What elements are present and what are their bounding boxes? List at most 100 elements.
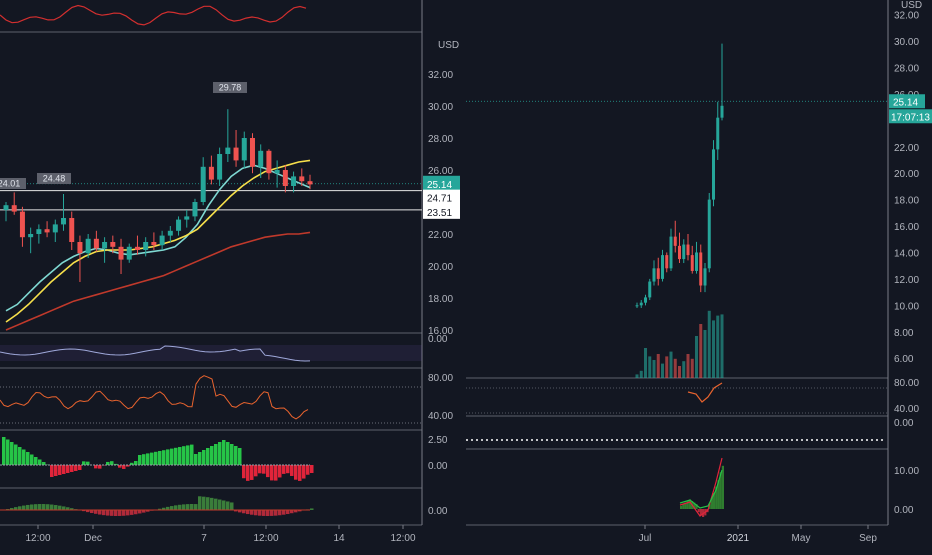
right-current-price-badge: 25.14	[893, 97, 918, 108]
right-candle-body	[661, 255, 664, 279]
right-price-tick: 22.00	[894, 143, 919, 154]
right-price-tick: 8.00	[894, 328, 914, 339]
candle-body	[201, 167, 206, 202]
left-level2-badge: 23.51	[427, 208, 452, 219]
candle-body	[143, 242, 148, 250]
bottom-hist-bar	[266, 510, 270, 516]
bottom-hist-bar	[278, 510, 282, 515]
right-macd-bar	[722, 466, 724, 509]
mid-price-label: 24.48	[43, 174, 66, 184]
candle-body	[151, 242, 156, 245]
macd-bar	[246, 465, 250, 481]
right-osc-tick-high: 80.00	[894, 378, 919, 389]
macd-bar	[174, 448, 178, 465]
right-candle-body	[682, 245, 685, 260]
bottom-hist-bar	[50, 505, 54, 510]
macd-bar	[158, 451, 162, 465]
macd-bar	[82, 461, 86, 465]
right-candle-body	[674, 237, 677, 246]
volume-bar	[699, 324, 702, 378]
right-candle-body	[721, 106, 724, 118]
candle-body	[160, 236, 165, 246]
right-price-tick: 12.00	[894, 275, 919, 286]
macd-bar	[242, 465, 246, 478]
macd-bar	[94, 465, 98, 468]
macd-bar	[54, 465, 58, 476]
right-candle-body	[687, 245, 690, 256]
right-time-tick: May	[792, 533, 811, 544]
candle-body	[291, 176, 296, 186]
left-level1-badge: 24.71	[427, 194, 452, 205]
macd-bar	[30, 455, 34, 466]
macd-bar	[58, 465, 62, 475]
candle-body	[242, 138, 247, 160]
macd-bar	[122, 465, 126, 469]
macd-bar	[194, 454, 198, 465]
volume-bar	[665, 356, 668, 378]
left-price-tick: 30.00	[428, 102, 453, 113]
macd-bar	[218, 442, 222, 465]
candle-body	[299, 176, 304, 181]
macd-bar	[222, 440, 226, 465]
left-time-tick: Dec	[84, 533, 102, 544]
left-price-tick: 20.00	[428, 262, 453, 273]
macd-bar	[6, 440, 10, 466]
high-price-label: 29.78	[219, 83, 242, 93]
bottom-hist-bar	[230, 502, 234, 510]
candle-body	[135, 247, 140, 250]
left-time-tick: 14	[333, 533, 345, 544]
right-osc-tick-low: 40.00	[894, 404, 919, 415]
candle-body	[86, 239, 91, 253]
bottom-hist-bar	[254, 510, 258, 515]
candle-body	[209, 167, 214, 180]
macd-bar	[234, 446, 238, 465]
macd-tick-zero: 0.00	[428, 461, 448, 472]
macd-bar	[98, 465, 102, 469]
macd-bar	[38, 460, 42, 466]
bottom-hist-bar	[106, 510, 110, 516]
candle-body	[217, 154, 222, 180]
candle-body	[127, 247, 132, 260]
bottom-hist-bar	[94, 510, 98, 514]
macd-bar	[294, 465, 298, 480]
right-price-tick: 10.00	[894, 301, 919, 312]
bottom-hist-bar	[194, 504, 198, 510]
macd-bar	[182, 446, 186, 465]
bottom-hist-bar	[206, 497, 210, 510]
right-candle-body	[640, 303, 643, 306]
candle-body	[192, 202, 197, 216]
candle-body	[102, 242, 107, 248]
macd-bar	[2, 437, 6, 465]
bottom-hist-bar	[262, 510, 266, 516]
macd-bar	[146, 453, 150, 465]
left-price-tick: 18.00	[428, 294, 453, 305]
left-time-tick: 12:00	[253, 533, 278, 544]
osc-tick-low: 40.00	[428, 411, 453, 422]
macd-bar	[150, 453, 154, 465]
macd-bar	[134, 461, 138, 465]
candle-body	[176, 220, 181, 231]
candle-body	[225, 148, 230, 154]
right-currency-label: USD	[901, 0, 922, 11]
bottom-hist-bar	[282, 510, 286, 515]
candle-body	[45, 229, 50, 232]
right-candle-body	[695, 252, 698, 271]
left-price-tick: 28.00	[428, 134, 453, 145]
macd-bar	[282, 465, 286, 474]
bottom-hist-bar	[54, 505, 58, 510]
volume-bar	[636, 374, 639, 378]
right-candle-body	[678, 246, 681, 259]
candle-body	[69, 218, 74, 242]
volume-bar	[712, 320, 715, 378]
right-macd-bar	[698, 509, 700, 512]
volume-bar	[670, 352, 673, 378]
volume-bar	[674, 359, 677, 378]
bottom-hist-bar	[98, 510, 102, 515]
right-price-tick: 14.00	[894, 248, 919, 259]
candle-body	[53, 224, 58, 232]
volume-bar	[640, 371, 643, 378]
bottom-hist-bar	[202, 497, 206, 510]
candle-body	[258, 151, 263, 167]
